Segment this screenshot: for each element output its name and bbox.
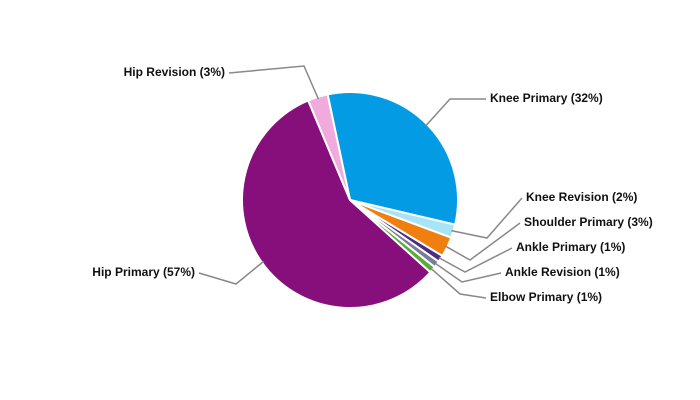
data-label: Ankle Primary (1%) [516, 240, 625, 254]
data-label: Hip Revision (3%) [124, 65, 225, 79]
data-label: Shoulder Primary (3%) [524, 215, 653, 229]
data-label: Ankle Revision (1%) [505, 265, 620, 279]
leader-line [451, 197, 523, 239]
data-label: Hip Primary (57%) [92, 265, 195, 279]
leader-line [430, 267, 487, 299]
data-label: Knee Primary (32%) [490, 91, 603, 105]
leader-line [434, 262, 502, 283]
data-label: Knee Revision (2%) [526, 190, 637, 204]
data-label: Elbow Primary (1%) [490, 290, 602, 304]
leader-line [444, 222, 521, 261]
leader-line [438, 247, 513, 273]
leader-line [228, 65, 320, 100]
leader-line [425, 98, 486, 127]
leader-line [198, 260, 265, 285]
